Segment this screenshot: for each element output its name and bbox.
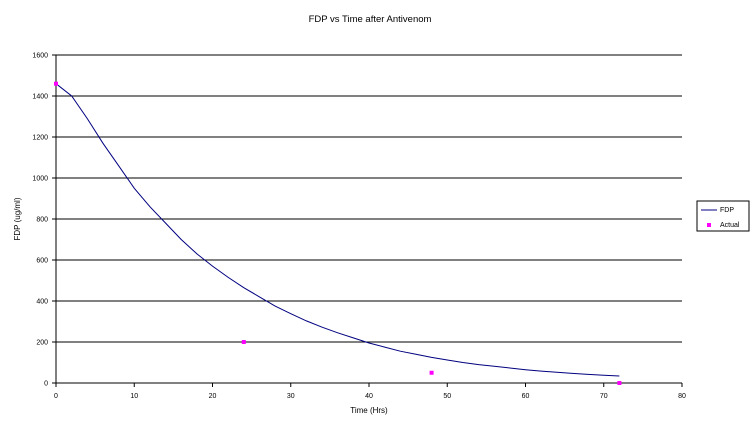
legend-fdp-label: FDP: [720, 207, 734, 214]
actual-point: [54, 81, 58, 86]
y-axis-title: FDP (ug/ml): [13, 197, 22, 240]
gridlines: [56, 54, 682, 343]
x-axis-title: Time (Hrs): [350, 406, 388, 415]
x-tick-label-20: 20: [209, 393, 217, 400]
y-tick-labels: 0 200 400 600 800 1000 1200 1400 1600: [32, 53, 48, 388]
series-fdp: [55, 83, 620, 377]
chart-title: FDP vs Time after Antivenom: [309, 14, 432, 25]
x-tick-label-60: 60: [522, 393, 530, 400]
actual-point: [241, 340, 246, 344]
y-tick-label-800: 800: [36, 217, 48, 224]
series-actual: [54, 81, 622, 385]
x-tick-label-10: 10: [130, 393, 138, 400]
x-tick-label-40: 40: [365, 393, 373, 400]
actual-point: [429, 370, 434, 375]
y-tick-label-400: 400: [36, 299, 48, 306]
x-tick-label-50: 50: [443, 393, 451, 400]
y-tick-label-200: 200: [36, 340, 48, 347]
legend-actual-swatch: [707, 223, 711, 227]
y-tick-label-600: 600: [36, 258, 48, 265]
actual-point: [617, 381, 622, 385]
legend-actual-label: Actual: [720, 222, 740, 229]
fdp-line: [55, 83, 620, 377]
y-tick-label-1200: 1200: [32, 135, 48, 142]
y-tick-label-0: 0: [44, 381, 48, 388]
y-tick-label-1400: 1400: [32, 94, 48, 101]
y-tick-label-1000: 1000: [32, 176, 48, 183]
legend: FDP Actual: [696, 200, 750, 232]
x-tick-label-30: 30: [287, 393, 295, 400]
y-tick-label-1600: 1600: [32, 53, 48, 60]
x-tick-label-0: 0: [54, 393, 58, 400]
x-tick-label-70: 70: [600, 393, 608, 400]
axes: [52, 54, 683, 387]
x-tick-label-80: 80: [678, 393, 686, 400]
legend-box: [696, 200, 750, 232]
x-tick-labels: 0 10 20 30 40 50 60 70 80: [54, 393, 686, 400]
